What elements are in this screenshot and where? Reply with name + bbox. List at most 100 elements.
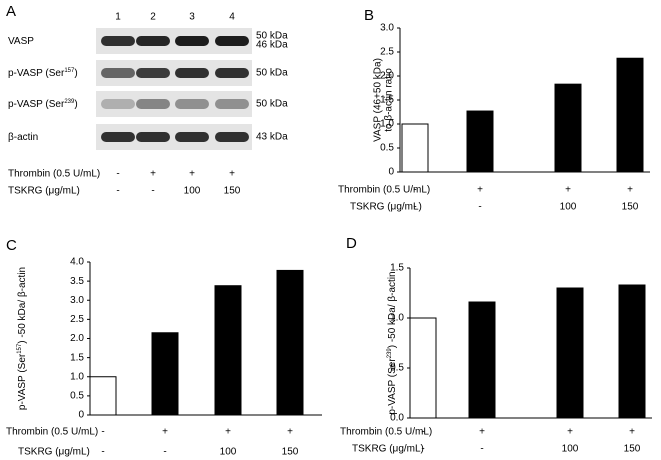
bar [468, 301, 496, 419]
condition-value: - [151, 186, 154, 197]
lane-number: 3 [189, 12, 195, 23]
condition-value: - [101, 447, 104, 458]
bar [616, 57, 644, 173]
bar [151, 332, 179, 416]
panel-label: C [6, 237, 17, 254]
condition-value: - [413, 202, 416, 213]
y-axis-label: VASP (46+50 kDa) [373, 58, 384, 142]
lane-number: 4 [229, 12, 235, 23]
blot-band [175, 36, 209, 46]
blot-row-label-part: 239 [64, 99, 75, 105]
y-tick-label: 3.0 [380, 23, 394, 34]
condition-value: - [478, 202, 481, 213]
condition-value: + [225, 427, 231, 438]
condition-value: 100 [560, 202, 577, 213]
y-tick-label: 1.0 [390, 313, 404, 324]
blot-strip [96, 91, 252, 117]
bar [89, 376, 117, 416]
y-tick-label: 1.5 [380, 95, 394, 106]
y-tick-label: 2.0 [70, 333, 84, 344]
y-axis-label-part: p-VASP (Ser [387, 358, 398, 415]
y-tick-label: 1.5 [390, 263, 404, 274]
blot-band [136, 132, 170, 142]
condition-label: Thrombin (0.5 U/mL) [6, 427, 98, 438]
condition-value: + [477, 185, 483, 196]
y-tick-label: 0.5 [380, 143, 394, 154]
y-tick-label: 1.0 [70, 371, 84, 382]
panel-label: D [346, 235, 357, 252]
blot-row-label-part: p-VASP (Ser [8, 68, 65, 79]
condition-value: + [287, 427, 293, 438]
condition-value: 150 [622, 202, 639, 213]
blot-band [136, 68, 170, 78]
condition-value: + [627, 185, 633, 196]
bar [409, 317, 437, 419]
condition-value: 150 [224, 186, 241, 197]
blot-band [101, 68, 135, 78]
bar [276, 269, 304, 416]
y-axis-label-part: 239 [387, 348, 393, 359]
y-tick-label: 2.0 [380, 71, 394, 82]
kda-label: 50 kDa [256, 68, 288, 79]
condition-label: TSKRG (μg/mL) [8, 186, 80, 197]
condition-label: TSKRG (μg/mL) [18, 447, 90, 458]
condition-value: + [162, 427, 168, 438]
blot-row-label: β-actin [8, 132, 38, 143]
blot-band [101, 132, 135, 142]
lane-number: 2 [150, 12, 156, 23]
condition-value: + [189, 169, 195, 180]
blot-row-label: p-VASP (Ser157) [8, 68, 78, 79]
y-axis-label-part: ) -50 kDa/ β-actin [17, 267, 28, 344]
y-tick-label: 1.0 [380, 119, 394, 130]
condition-value: + [565, 185, 571, 196]
condition-value: + [229, 169, 235, 180]
condition-value: - [421, 427, 424, 438]
condition-value: - [480, 444, 483, 455]
kda-label: 46 kDa [256, 40, 288, 51]
condition-value: + [150, 169, 156, 180]
blot-band [101, 36, 135, 46]
blot-band [175, 132, 209, 142]
blot-band [215, 68, 249, 78]
bar [556, 287, 584, 419]
panel-label: B [364, 7, 374, 24]
blot-row-label: VASP [8, 36, 34, 47]
bar [554, 83, 582, 173]
panel-label: A [6, 3, 16, 20]
y-axis-label-part: ) -50 kDa/ β-actin [387, 271, 398, 348]
y-tick-label: 3.0 [70, 295, 84, 306]
y-tick-label: 0.0 [390, 413, 404, 424]
bar [618, 284, 646, 419]
blot-row-label-part: p-VASP (Ser [8, 99, 65, 110]
blot-band [136, 36, 170, 46]
y-tick-label: 2.5 [70, 314, 84, 325]
condition-value: 150 [624, 444, 641, 455]
condition-value: - [116, 169, 119, 180]
y-tick-label: 0.5 [390, 363, 404, 374]
kda-label: 50 kDa [256, 31, 288, 42]
condition-label: TSKRG (μg/mL) [350, 202, 422, 213]
condition-label: TSKRG (μg/mL) [352, 444, 424, 455]
y-axis-label-part: p-VASP (Ser [17, 353, 28, 410]
y-tick-label: 3.5 [70, 276, 84, 287]
condition-label: Thrombin (0.5 U/mL) [8, 169, 100, 180]
condition-value: 100 [562, 444, 579, 455]
blot-band [215, 132, 249, 142]
condition-value: 150 [282, 447, 299, 458]
bar [466, 110, 494, 173]
blot-band [215, 99, 249, 109]
blot-row-label-part: ) [74, 68, 77, 79]
y-tick-label: 0.5 [70, 391, 84, 402]
condition-value: - [101, 427, 104, 438]
kda-label: 43 kDa [256, 132, 288, 143]
y-axis-label: p-VASP (Ser157) -50 kDa/ β-actin [17, 267, 28, 410]
condition-value: 100 [184, 186, 201, 197]
y-tick-label: 0 [78, 410, 84, 421]
blot-band [136, 99, 170, 109]
blot-row-label-part: VASP [8, 36, 34, 47]
blot-band [101, 99, 135, 109]
y-axis-label: p-VASP (Ser239) -50 kDa/ β-actin [387, 271, 398, 414]
condition-label: Thrombin (0.5 U/mL) [340, 427, 432, 438]
condition-value: - [421, 444, 424, 455]
